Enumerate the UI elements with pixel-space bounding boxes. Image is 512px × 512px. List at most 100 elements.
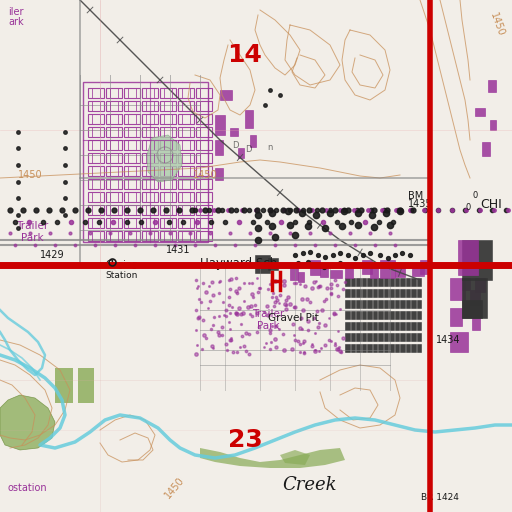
Bar [196, 101, 212, 111]
Bar [395, 278, 399, 286]
Text: 0: 0 [473, 190, 478, 200]
Bar [88, 88, 104, 98]
Bar [450, 278, 465, 300]
Bar [215, 168, 223, 180]
Bar [106, 218, 122, 228]
Bar [400, 333, 404, 341]
Bar [345, 333, 350, 341]
Text: 1434: 1434 [436, 335, 460, 345]
Bar [475, 108, 485, 116]
Bar [389, 278, 394, 286]
Bar [367, 344, 372, 352]
Bar [450, 332, 468, 352]
Bar [196, 205, 212, 215]
Text: 1450: 1450 [488, 12, 506, 38]
Bar [416, 300, 421, 308]
Bar [462, 278, 470, 290]
Bar [196, 192, 212, 202]
Bar [106, 205, 122, 215]
Bar [400, 300, 404, 308]
Bar [389, 300, 394, 308]
Bar [160, 231, 176, 241]
Bar [395, 300, 399, 308]
Bar [88, 166, 104, 176]
Bar [142, 205, 158, 215]
Bar [106, 114, 122, 124]
Bar [215, 140, 223, 155]
Bar [475, 278, 485, 292]
Bar [351, 322, 355, 330]
Bar [361, 278, 366, 286]
Bar [482, 142, 490, 156]
Bar [416, 333, 421, 341]
Bar [160, 166, 176, 176]
Polygon shape [147, 135, 182, 182]
Bar [142, 127, 158, 137]
Bar [255, 255, 270, 273]
Bar [395, 311, 399, 319]
Bar [367, 300, 372, 308]
Bar [178, 140, 194, 150]
Text: 0: 0 [465, 203, 471, 212]
Text: D: D [232, 140, 238, 150]
Text: iler: iler [8, 7, 24, 17]
Text: BR 1424: BR 1424 [421, 494, 459, 502]
Text: BM: BM [408, 191, 423, 201]
Bar [383, 344, 388, 352]
Bar [124, 179, 140, 189]
Bar [106, 179, 122, 189]
Bar [160, 88, 176, 98]
Bar [124, 192, 140, 202]
Bar [178, 153, 194, 163]
Bar [345, 311, 350, 319]
Text: Creek: Creek [283, 476, 337, 494]
Text: CHI: CHI [480, 199, 502, 211]
Text: 1450: 1450 [193, 170, 217, 180]
Bar [400, 289, 404, 297]
Bar [361, 289, 366, 297]
Bar [106, 153, 122, 163]
Bar [178, 88, 194, 98]
Bar [378, 344, 382, 352]
Bar [356, 322, 360, 330]
Bar [196, 166, 212, 176]
Bar [395, 265, 405, 277]
Bar [298, 272, 304, 282]
Polygon shape [0, 395, 55, 450]
Bar [345, 268, 353, 278]
Bar [345, 289, 350, 297]
Bar [383, 289, 388, 297]
Bar [389, 289, 394, 297]
Bar [142, 88, 158, 98]
Bar [373, 322, 377, 330]
Bar [450, 308, 462, 326]
Bar [356, 344, 360, 352]
Bar [196, 88, 212, 98]
Bar [383, 278, 388, 286]
Bar [106, 88, 122, 98]
Text: Gaging
Station: Gaging Station [106, 260, 138, 280]
Bar [106, 231, 122, 241]
Bar [356, 333, 360, 341]
Bar [400, 311, 404, 319]
Bar [406, 311, 410, 319]
Bar [345, 322, 350, 330]
Bar [160, 218, 176, 228]
Bar [290, 268, 298, 280]
Text: Hayward Sch: Hayward Sch [200, 257, 277, 269]
Bar [351, 311, 355, 319]
Bar [142, 192, 158, 202]
Bar [378, 289, 382, 297]
Bar [373, 278, 377, 286]
Bar [470, 290, 480, 305]
Bar [124, 205, 140, 215]
Bar [395, 344, 399, 352]
Bar [351, 289, 355, 297]
Bar [416, 289, 421, 297]
Bar [83, 82, 208, 242]
Bar [472, 318, 480, 330]
Bar [373, 300, 377, 308]
Bar [196, 140, 212, 150]
Polygon shape [280, 450, 310, 465]
Bar [373, 289, 377, 297]
